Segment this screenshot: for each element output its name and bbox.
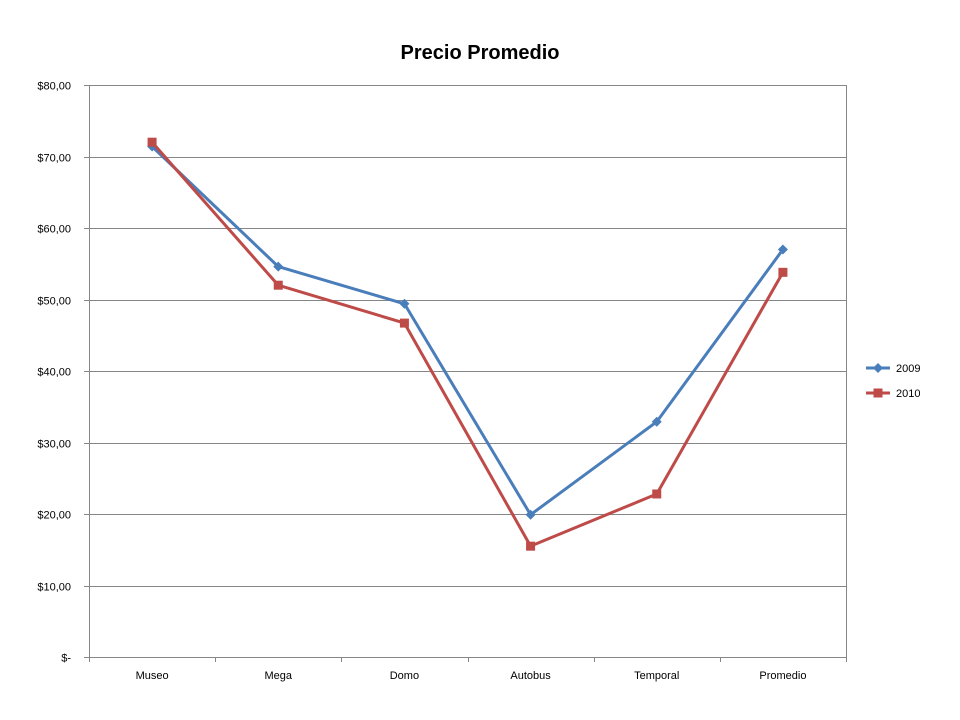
y-tick-label: $80,00: [37, 81, 71, 93]
data-point: [399, 318, 409, 328]
x-tick-label: Museo: [136, 670, 169, 682]
y-tick-label: $-: [61, 653, 71, 665]
x-tick-label: Autobus: [510, 670, 551, 682]
legend-item-2009: 2009: [866, 363, 920, 375]
data-point: [526, 541, 536, 551]
series-line-2010: [150, 140, 785, 548]
y-tick-label: $50,00: [37, 296, 71, 308]
y-tick-label: $20,00: [37, 510, 71, 522]
data-point: [273, 261, 284, 272]
y-tick-label: $10,00: [37, 582, 71, 594]
x-tick-label: Promedio: [759, 670, 806, 682]
y-tick-label: $40,00: [37, 367, 71, 379]
x-tick-label: Domo: [390, 670, 419, 682]
data-point: [147, 137, 157, 147]
legend-item-2010: 2010: [866, 388, 920, 400]
x-tick-labels: Museo Mega Domo Autobus Temporal Promedio: [89, 657, 847, 682]
data-point: [273, 280, 283, 290]
x-tick-label: Mega: [264, 670, 292, 682]
y-tick-label: $70,00: [37, 153, 71, 165]
data-point: [399, 298, 410, 309]
data-point: [652, 489, 662, 499]
axes: [89, 85, 847, 658]
legend-label: 2010: [896, 388, 920, 400]
data-point: [778, 267, 788, 277]
data-point: [651, 416, 662, 427]
x-tick-label: Temporal: [634, 670, 679, 682]
data-point: [525, 509, 536, 520]
y-tick-labels: $- $10,00 $20,00 $30,00 $40,00 $50,00 $60,00 $7…: [37, 81, 89, 665]
y-tick-label: $30,00: [37, 439, 71, 451]
legend-label: 2009: [896, 363, 920, 375]
legend-swatch-marker: [873, 363, 883, 373]
series-2009: [147, 141, 788, 520]
data-point: [777, 244, 788, 255]
y-tick-label: $60,00: [37, 224, 71, 236]
series-line-2009: [150, 144, 785, 517]
legend: 2009 2010: [866, 363, 920, 400]
chart-title: Precio Promedio: [400, 42, 560, 64]
series-2010: [147, 137, 788, 551]
legend-swatch-marker: [873, 388, 883, 398]
gridlines: [89, 85, 846, 587]
